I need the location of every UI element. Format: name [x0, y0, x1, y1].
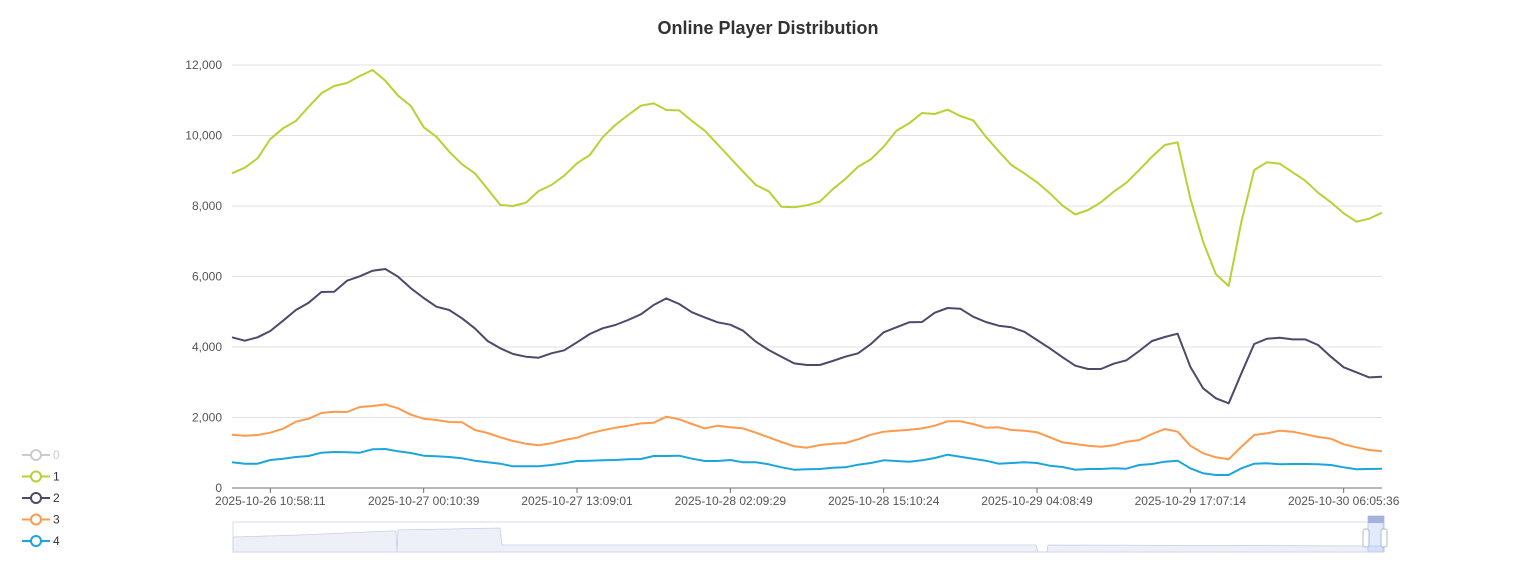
x-tick-label: 2025-10-27 00:10:39 [368, 494, 480, 508]
x-tick-label: 2025-10-28 15:10:24 [828, 494, 940, 508]
chart-title: Online Player Distribution [657, 18, 878, 38]
y-tick-label: 2,000 [192, 411, 222, 425]
x-axis: 2025-10-26 10:58:11 2025-10-27 00:10:39 20… [215, 487, 1400, 508]
legend-label: 2 [53, 491, 60, 505]
legend-label: 4 [53, 534, 60, 548]
y-tick-label: 10,000 [185, 129, 222, 143]
y-tick-label: 8,000 [192, 199, 222, 213]
x-tick-label: 2025-10-30 06:05:36 [1288, 494, 1400, 508]
legend-circle-icon [30, 449, 42, 461]
x-tick-label: 2025-10-27 13:09:01 [521, 494, 633, 508]
data-zoom-move-handle[interactable] [1368, 516, 1384, 523]
series-line-3 [231, 403, 1383, 461]
y-axis: 0 2,000 4,000 6,000 8,000 10,000 12,000 [185, 58, 222, 495]
legend-label: 0 [53, 448, 60, 462]
series-line-1 [231, 69, 1383, 287]
x-tick-label: 2025-10-29 04:08:49 [981, 494, 1093, 508]
legend-item-4[interactable]: 4 [22, 534, 60, 548]
legend-circle-icon [30, 492, 42, 504]
series-line-4 [231, 448, 1383, 476]
y-tick-label: 6,000 [192, 270, 222, 284]
x-tick-label: 2025-10-28 02:09:29 [675, 494, 787, 508]
series-lines [231, 69, 1383, 476]
y-tick-label: 12,000 [185, 58, 222, 72]
series-line-2 [231, 268, 1383, 405]
y-tick-label: 0 [215, 481, 222, 495]
x-tick-label: 2025-10-29 17:07:14 [1135, 494, 1247, 508]
legend-label: 3 [53, 513, 60, 527]
data-zoom-left-handle[interactable] [1362, 528, 1370, 548]
legend-circle-icon [30, 535, 42, 547]
y-tick-label: 4,000 [192, 340, 222, 354]
legend-item-2[interactable]: 2 [22, 491, 60, 505]
legend-item-3[interactable]: 3 [22, 513, 60, 527]
legend: 0 1 2 3 4 [22, 448, 60, 548]
data-zoom-shadow [232, 527, 1384, 553]
legend-item-1[interactable]: 1 [22, 470, 60, 484]
legend-circle-icon [30, 470, 42, 483]
data-zoom-right-handle[interactable] [1380, 528, 1388, 548]
data-zoom-slider[interactable] [232, 515, 1388, 553]
grid-lines [232, 64, 1382, 418]
legend-circle-icon [30, 513, 42, 526]
legend-label: 1 [53, 470, 60, 484]
x-tick-label: 2025-10-26 10:58:11 [215, 494, 326, 508]
legend-item-0[interactable]: 0 [22, 448, 60, 462]
